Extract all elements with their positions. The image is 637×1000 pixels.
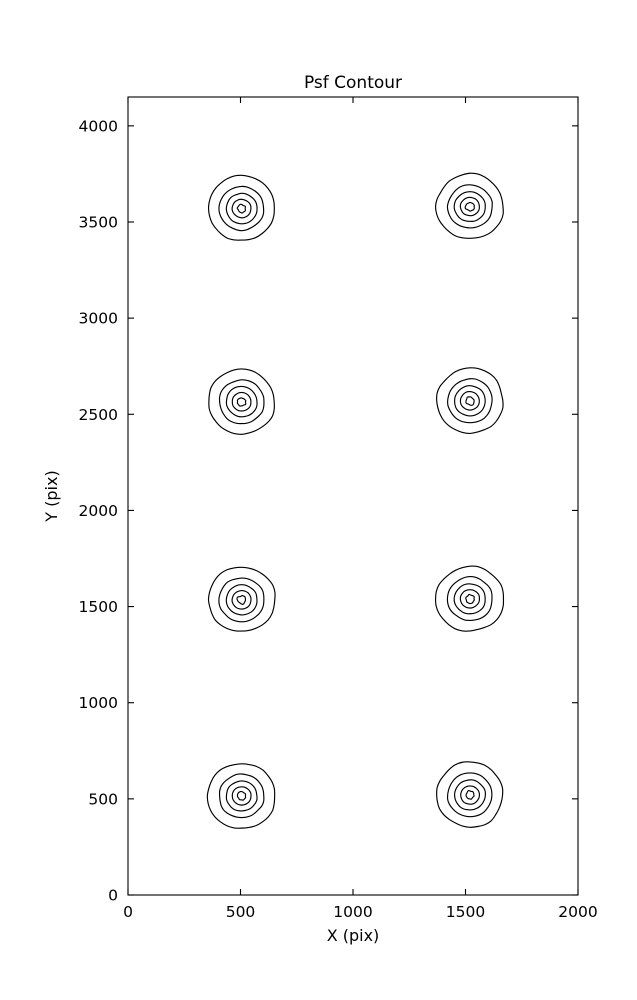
contour-level-1 [446,772,493,818]
contour-level-3 [460,785,480,805]
psf-source-contour [435,172,504,239]
psf-source-contour [208,368,275,435]
contour-level-4 [465,396,475,406]
contour-level-3 [459,391,480,411]
y-tick-label: 500 [88,790,118,808]
contour-level-1 [446,184,493,229]
contour-level-1 [446,576,493,622]
contour-level-1 [447,378,493,424]
y-tick-label: 2500 [79,406,118,424]
contour-level-0 [208,368,275,435]
contour-islands [206,172,505,829]
x-tick-label: 2000 [558,903,597,921]
y-tick-label: 2000 [79,502,118,520]
y-tick-label: 1000 [79,694,118,712]
psf-source-contour [434,565,505,632]
contour-level-4 [464,201,475,212]
x-tick-label: 1000 [333,903,372,921]
contour-level-2 [454,779,486,811]
contour-level-0 [206,763,276,829]
contour-level-2 [225,192,258,225]
contour-level-0 [436,367,504,434]
psf-source-contour [207,566,276,632]
y-tick-label: 3500 [79,213,118,231]
y-axis-ticks: 0 500 1000 1500 2000 2500 3000 3500 4000 [79,117,578,905]
x-tick-label: 500 [226,903,256,921]
contour-level-2 [225,780,258,812]
y-tick-label: 4000 [79,117,118,135]
y-tick-label: 3000 [79,310,118,328]
contour-level-2 [453,191,486,222]
y-axis-label: Y (pix) [42,470,61,522]
contour-level-4 [236,594,247,605]
contour-level-0 [207,566,276,632]
chart-title: Psf Contour [304,73,402,93]
contour-level-2 [225,385,258,418]
contour-level-4 [236,203,247,214]
x-tick-label: 1500 [446,903,485,921]
contour-level-1 [218,185,265,232]
contour-level-0 [435,172,504,239]
contour-level-3 [231,198,252,219]
contour-level-2 [453,583,486,615]
x-tick-label: 0 [123,903,133,921]
contour-level-3 [231,391,252,412]
psf-source-contour [436,367,504,434]
contour-level-1 [218,773,265,819]
psf-source-contour [206,763,276,829]
contour-level-0 [434,565,505,632]
x-axis-label: X (pix) [327,926,380,945]
contour-level-1 [218,379,265,425]
contour-level-2 [454,385,486,417]
contour-level-4 [465,593,475,605]
contour-level-4 [236,790,247,801]
x-axis-ticks: 0 500 1000 1500 2000 [123,97,598,921]
contour-level-1 [218,577,265,623]
contour-level-3 [459,196,480,217]
plot-area-background [128,97,578,895]
contour-level-3 [231,589,252,610]
contour-level-0 [436,761,504,828]
y-tick-label: 0 [108,887,118,905]
psf-source-contour [436,761,504,828]
y-tick-label: 1500 [79,598,118,616]
contour-level-0 [207,174,275,241]
contour-level-3 [459,589,481,609]
contour-level-4 [236,397,247,407]
contour-level-3 [231,786,252,806]
psf-source-contour [207,174,275,241]
contour-level-4 [465,790,475,800]
contour-level-2 [225,584,258,616]
